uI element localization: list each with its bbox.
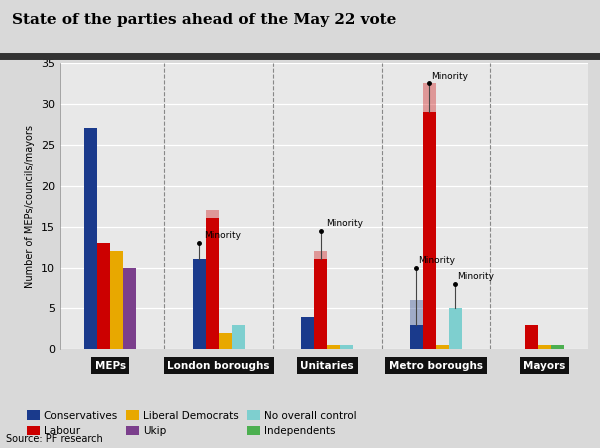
Bar (410, 325, 423, 349)
Text: London boroughs: London boroughs (167, 361, 270, 370)
Bar (218, 333, 232, 349)
Bar (449, 309, 462, 349)
Bar (423, 83, 436, 112)
Text: State of the parties ahead of the May 22 vote: State of the parties ahead of the May 22… (12, 13, 397, 27)
Bar (314, 251, 327, 259)
Bar (84, 128, 97, 349)
Bar (340, 345, 353, 349)
Bar (410, 300, 423, 325)
Bar (327, 345, 340, 349)
Bar (110, 251, 123, 349)
Text: Minority: Minority (418, 256, 455, 265)
Bar (97, 243, 110, 349)
Text: MEPs: MEPs (95, 361, 125, 370)
Bar (123, 267, 136, 349)
Text: Source: PF research: Source: PF research (6, 434, 103, 444)
Text: Mayors: Mayors (523, 361, 566, 370)
Bar (436, 345, 449, 349)
Bar (525, 325, 538, 349)
Bar (538, 345, 551, 349)
Text: Unitaries: Unitaries (301, 361, 354, 370)
Text: Minority: Minority (458, 272, 494, 281)
Legend: Conservatives, Labour, Liberal Democrats, Ukip, No overall control, Independents: Conservatives, Labour, Liberal Democrats… (23, 406, 361, 440)
Bar (193, 259, 206, 349)
Bar (423, 112, 436, 349)
Bar (551, 345, 564, 349)
Bar (301, 317, 314, 349)
Text: Minority: Minority (431, 72, 469, 81)
Bar (206, 218, 218, 349)
Text: Metro boroughs: Metro boroughs (389, 361, 483, 370)
Text: Minority: Minority (205, 232, 242, 241)
Text: Minority: Minority (326, 219, 363, 228)
Bar (232, 325, 245, 349)
Bar (206, 210, 218, 218)
Y-axis label: Number of MEPs/councils/mayors: Number of MEPs/councils/mayors (25, 125, 35, 288)
Bar (314, 259, 327, 349)
